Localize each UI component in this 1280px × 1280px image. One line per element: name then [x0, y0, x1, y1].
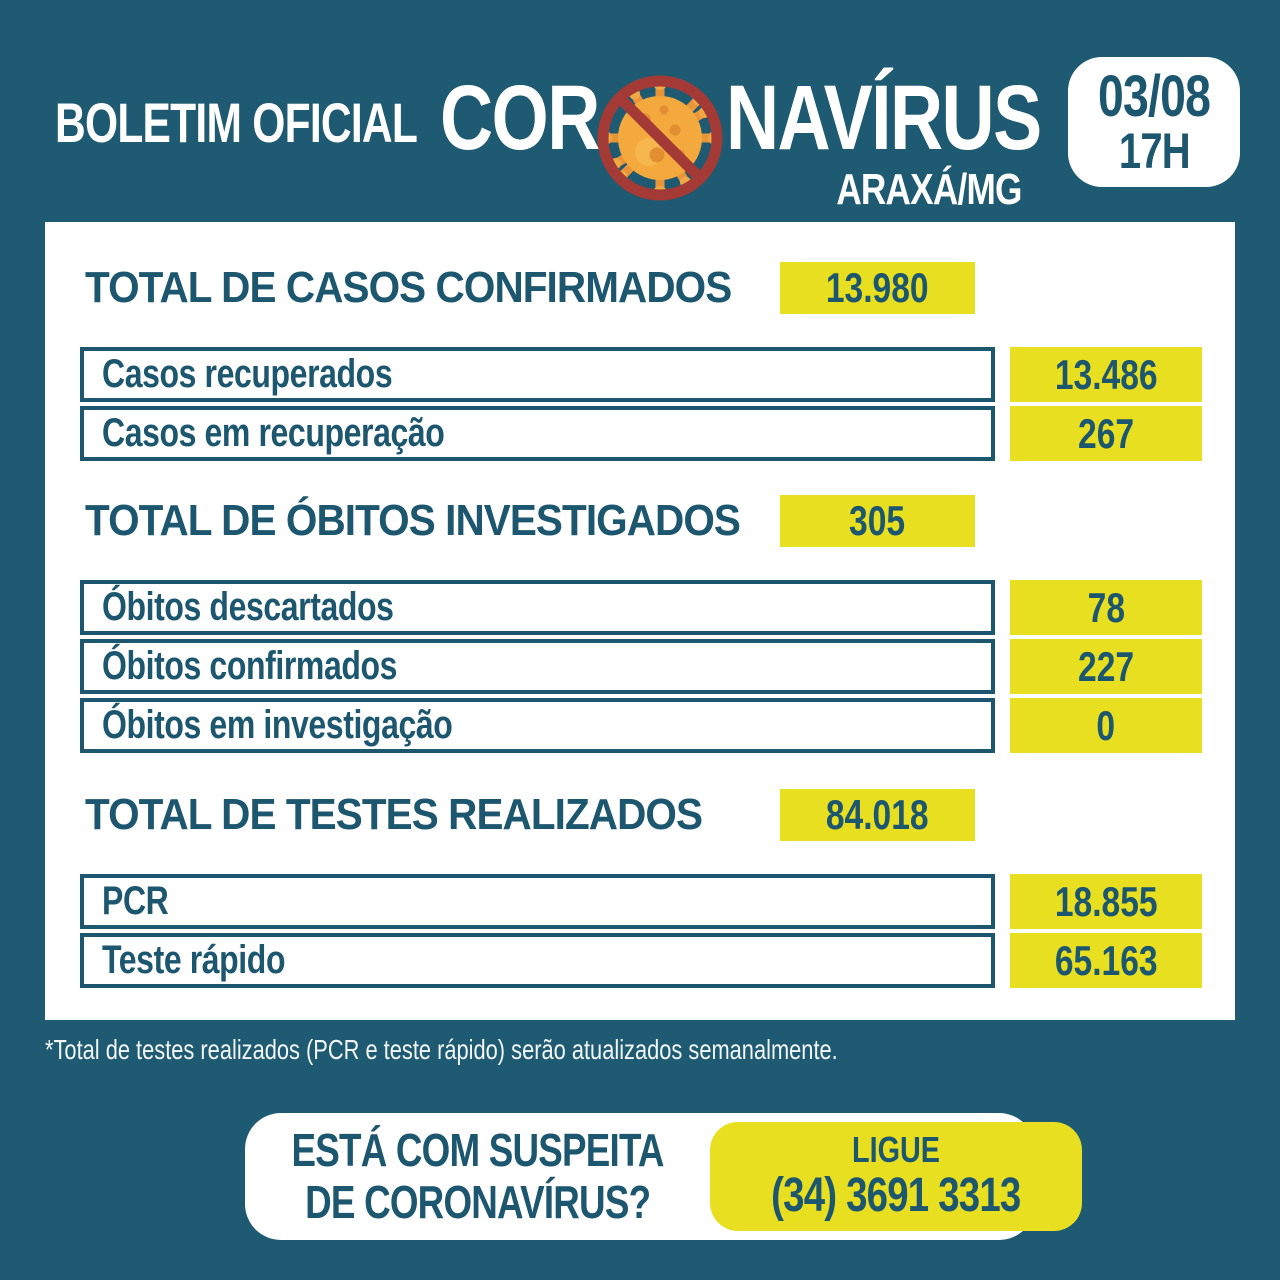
table-row: Óbitos em investigação 0 [80, 698, 1202, 753]
table-row: Óbitos descartados 78 [80, 580, 1202, 635]
row-label: Óbitos em investigação [102, 703, 453, 747]
bulletin-pretitle: BOLETIM OFICIAL [55, 95, 532, 151]
row-label: Teste rápido [102, 938, 286, 982]
cta-question-line1: ESTÁ COM SUSPEITA [291, 1123, 665, 1176]
row-label-box: Teste rápido [80, 933, 995, 988]
row-label: Óbitos descartados [102, 585, 394, 629]
badge-time: 17H [1118, 123, 1190, 180]
row-label-box: PCR [80, 874, 995, 929]
row-value-badge: 267 [1010, 406, 1202, 461]
call-button-phone-number: (34) 3691 3313 [771, 1169, 1022, 1223]
cta-question-line2: DE CORONAVÍRUS? [305, 1175, 651, 1228]
section-total-badge: 13.980 [780, 262, 975, 314]
row-label: Óbitos confirmados [102, 644, 398, 688]
row-value-badge: 65.163 [1010, 933, 1202, 988]
date-time-badge: 03/08 17H [1068, 57, 1240, 187]
footnote: *Total de testes realizados (PCR e teste… [45, 1034, 838, 1065]
table-row: Teste rápido 65.163 [80, 933, 1202, 988]
section-tests-performed: TOTAL DE TESTES REALIZADOS 84.018 PCR 18… [80, 789, 1202, 988]
section-investigated-deaths-header: TOTAL DE ÓBITOS INVESTIGADOS 305 [80, 495, 1202, 547]
row-label: PCR [102, 879, 169, 923]
row-label: Casos em recuperação [102, 411, 445, 455]
section-confirmed-cases: TOTAL DE CASOS CONFIRMADOS 13.980 Casos … [80, 262, 1202, 461]
table-row: PCR 18.855 [80, 874, 1202, 929]
row-label-box: Casos recuperados [80, 347, 995, 402]
table-row: Óbitos confirmados 227 [80, 639, 1202, 694]
section-total-badge: 84.018 [780, 789, 975, 841]
section-title: TOTAL DE TESTES REALIZADOS [85, 790, 703, 839]
table-row: Casos recuperados 13.486 [80, 347, 1202, 402]
call-button-label: LIGUE [852, 1129, 941, 1171]
section-confirmed-cases-header: TOTAL DE CASOS CONFIRMADOS 13.980 [80, 262, 1202, 314]
row-label-box: Óbitos confirmados [80, 639, 995, 694]
cta-banner: ESTÁ COM SUSPEITA DE CORONAVÍRUS? LIGUE … [245, 1113, 1083, 1240]
badge-date: 03/08 [1097, 63, 1211, 129]
section-title: TOTAL DE CASOS CONFIRMADOS [85, 263, 732, 312]
section-investigated-deaths: TOTAL DE ÓBITOS INVESTIGADOS 305 Óbitos … [80, 495, 1202, 753]
no-coronavirus-icon-svg [597, 75, 723, 201]
row-value-badge: 227 [1010, 639, 1202, 694]
title-coronavirus-suffix: NAVÍRUS [726, 67, 1042, 169]
row-label-box: Óbitos em investigação [80, 698, 995, 753]
row-label-box: Casos em recuperação [80, 406, 995, 461]
row-label: Casos recuperados [102, 352, 393, 396]
region-label: ARAXÁ/MG [836, 165, 1023, 214]
no-coronavirus-icon [592, 70, 728, 206]
title-coronavirus-prefix: COR [440, 67, 600, 169]
cta-question: ESTÁ COM SUSPEITA DE CORONAVÍRUS? [245, 1123, 710, 1228]
row-label-box: Óbitos descartados [80, 580, 995, 635]
call-phone-button[interactable]: LIGUE (34) 3691 3313 [710, 1122, 1083, 1231]
statistics-card: TOTAL DE CASOS CONFIRMADOS 13.980 Casos … [45, 222, 1235, 1020]
table-row: Casos em recuperação 267 [80, 406, 1202, 461]
row-value-badge: 18.855 [1010, 874, 1202, 929]
section-title: TOTAL DE ÓBITOS INVESTIGADOS [85, 496, 741, 545]
row-value-badge: 13.486 [1010, 347, 1202, 402]
row-value-badge: 78 [1010, 580, 1202, 635]
bulletin-pretitle-text: BOLETIM OFICIAL [55, 91, 418, 154]
section-tests-performed-header: TOTAL DE TESTES REALIZADOS 84.018 [80, 789, 1202, 841]
row-value-badge: 0 [1010, 698, 1202, 753]
section-total-badge: 305 [780, 495, 975, 547]
